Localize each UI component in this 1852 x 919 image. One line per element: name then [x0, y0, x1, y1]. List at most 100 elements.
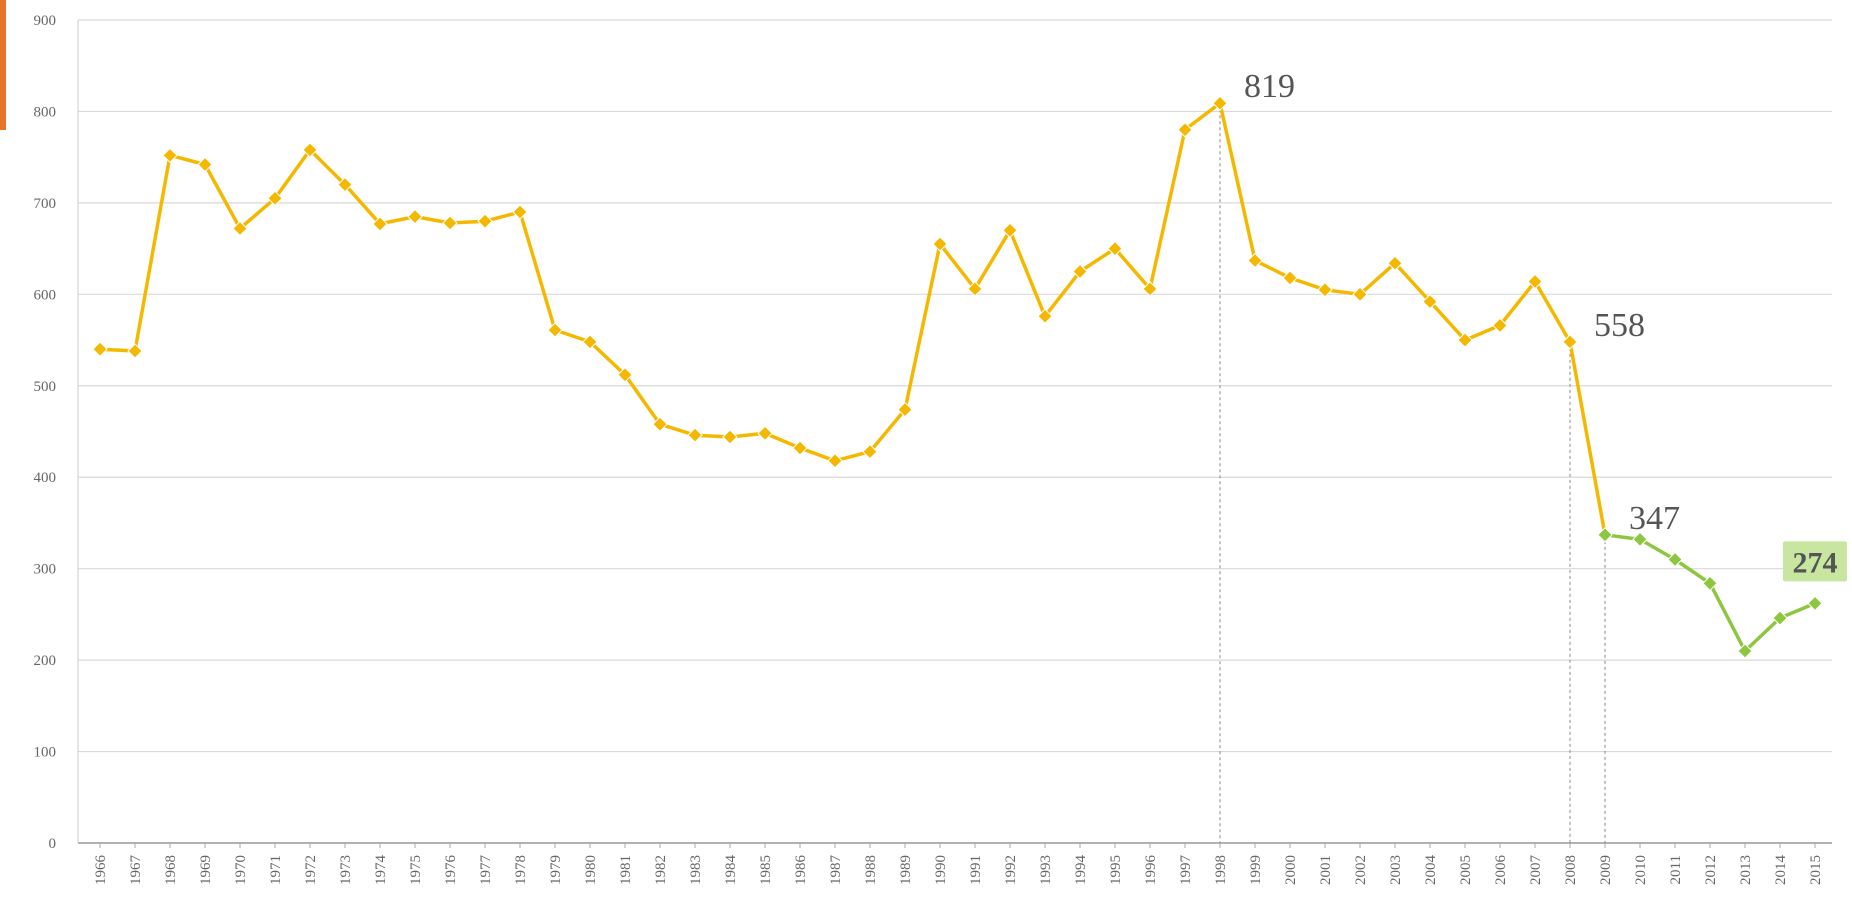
data-point — [827, 453, 843, 469]
x-tick-label: 1973 — [338, 855, 354, 885]
y-axis-ticks: 0 100 200 300 400 500 600 700 800 900 — [34, 13, 57, 852]
data-point — [862, 443, 878, 460]
x-tick-label: 1998 — [1213, 855, 1229, 885]
data-point — [372, 216, 388, 232]
data-point — [1247, 252, 1263, 269]
data-point — [722, 429, 738, 445]
data-point — [1597, 527, 1613, 543]
x-tick-label: 1991 — [968, 855, 984, 885]
data-point — [1352, 286, 1368, 303]
data-point — [1317, 282, 1333, 298]
x-tick-label: 1987 — [828, 855, 844, 886]
x-tick-label: 1970 — [233, 855, 249, 885]
x-tick-label: 2015 — [1808, 855, 1824, 885]
x-tick-label: 1983 — [688, 855, 704, 885]
data-point — [197, 156, 213, 173]
series-line-0 — [99, 101, 1572, 463]
data-point — [337, 176, 353, 193]
data-point — [897, 401, 913, 418]
data-point — [1282, 270, 1298, 286]
data-point — [1527, 273, 1543, 290]
data-point — [92, 341, 108, 357]
x-tick-label: 1999 — [1248, 855, 1264, 885]
x-tick-label: 1982 — [653, 855, 669, 885]
data-point — [232, 220, 248, 237]
x-tick-label: 1989 — [898, 855, 914, 885]
y-tick-label: 500 — [34, 379, 57, 395]
data-point — [932, 236, 948, 252]
x-tick-label: 1969 — [198, 855, 214, 885]
y-tick-label: 200 — [34, 653, 57, 669]
x-tick-label: 2013 — [1738, 855, 1754, 885]
x-tick-label: 2012 — [1703, 855, 1719, 885]
data-point — [1737, 643, 1753, 659]
data-point — [442, 215, 458, 231]
x-tick-label: 1996 — [1143, 855, 1159, 886]
data-point — [1002, 222, 1018, 239]
x-tick-label: 1981 — [618, 855, 634, 885]
y-tick-label: 700 — [34, 196, 57, 212]
x-tick-label: 2004 — [1423, 855, 1439, 886]
data-point — [477, 213, 493, 229]
data-point — [1177, 122, 1193, 138]
data-point — [1107, 240, 1123, 257]
data-point — [1457, 332, 1473, 348]
x-tick-label: 2011 — [1668, 855, 1684, 884]
x-tick-label: 2002 — [1353, 855, 1369, 885]
data-point — [1072, 263, 1088, 280]
annotation-label: 819 — [1244, 68, 1295, 105]
x-tick-label: 1986 — [793, 855, 809, 886]
x-tick-label: 1968 — [163, 855, 179, 885]
x-tick-label: 2009 — [1598, 855, 1614, 885]
x-tick-label: 1976 — [443, 855, 459, 886]
x-tick-label: 2014 — [1773, 855, 1789, 886]
data-point — [652, 416, 668, 432]
annotation-label: 558 — [1594, 307, 1645, 344]
annotation-label: 274 — [1793, 546, 1838, 579]
x-tick-label: 2006 — [1493, 855, 1509, 886]
x-tick-label: 1972 — [303, 855, 319, 885]
series-connector — [1568, 341, 1607, 536]
x-tick-label: 1977 — [478, 855, 494, 886]
annotation-highlight — [1783, 541, 1847, 582]
y-tick-label: 900 — [34, 13, 57, 29]
data-point — [1562, 334, 1578, 350]
data-point — [127, 343, 143, 359]
annotation-label: 347 — [1629, 500, 1680, 537]
x-tick-label: 1967 — [128, 855, 144, 886]
data-point — [407, 208, 423, 225]
x-tick-label: 1974 — [373, 855, 389, 886]
data-point — [792, 440, 808, 456]
x-axis-ticks: 1966 1967 1968 1969 1970 1971 1972 1973 1974 1975… — [93, 843, 1824, 885]
x-tick-label: 1994 — [1073, 855, 1089, 886]
x-tick-label: 1971 — [268, 855, 284, 885]
data-point — [1632, 531, 1648, 548]
data-point — [1667, 551, 1683, 568]
data-point — [1807, 595, 1823, 612]
x-tick-label: 1985 — [758, 855, 774, 885]
x-tick-label: 1992 — [1003, 855, 1019, 885]
y-tick-label: 400 — [34, 470, 57, 486]
gridlines — [77, 19, 1832, 844]
x-tick-label: 1975 — [408, 855, 424, 885]
y-tick-label: 100 — [34, 745, 57, 761]
data-point — [1422, 293, 1438, 310]
data-point — [582, 334, 598, 350]
data-point — [162, 147, 178, 164]
annotations: 819 558 347 274 — [1244, 68, 1847, 582]
x-tick-label: 2000 — [1283, 855, 1299, 885]
x-tick-label: 1980 — [583, 855, 599, 885]
x-tick-label: 2008 — [1563, 855, 1579, 885]
series-points — [92, 95, 1823, 659]
data-point — [1702, 575, 1718, 592]
data-point — [1492, 317, 1508, 334]
data-point — [687, 427, 703, 443]
data-point — [1212, 95, 1228, 111]
y-tick-label: 800 — [34, 104, 57, 120]
x-tick-label: 2001 — [1318, 855, 1334, 885]
x-tick-label: 1997 — [1178, 855, 1194, 886]
x-tick-label: 2010 — [1633, 855, 1649, 885]
data-point — [1037, 308, 1053, 324]
guide-lines — [1219, 103, 1606, 843]
